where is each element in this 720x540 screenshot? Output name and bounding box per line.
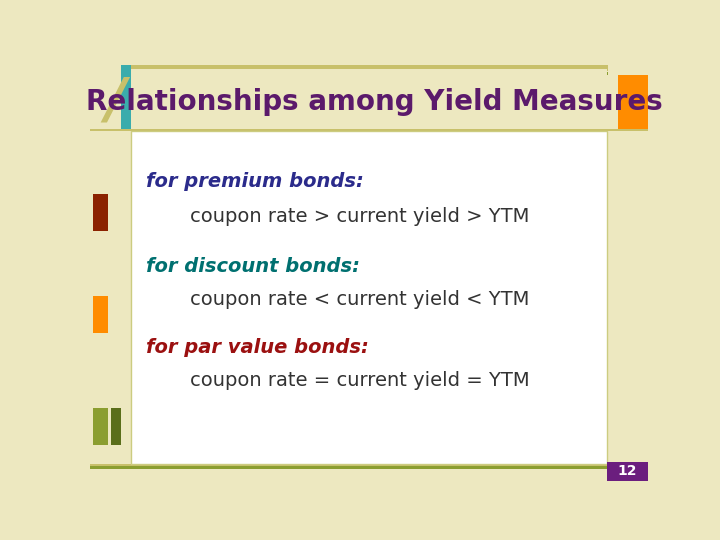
Text: /: /: [105, 75, 125, 129]
Bar: [94, 295, 108, 333]
Bar: [94, 194, 108, 231]
Bar: [94, 408, 108, 445]
Bar: [131, 131, 607, 464]
Bar: [131, 69, 607, 129]
Bar: [608, 65, 618, 481]
Text: for premium bonds:: for premium bonds:: [145, 172, 364, 191]
Bar: [618, 65, 648, 481]
Bar: [90, 129, 648, 131]
Bar: [111, 65, 121, 481]
Bar: [90, 464, 648, 467]
Bar: [90, 65, 111, 481]
Bar: [121, 65, 131, 481]
Text: coupon rate < current yield < YTM: coupon rate < current yield < YTM: [166, 290, 530, 309]
Text: coupon rate = current yield = YTM: coupon rate = current yield = YTM: [166, 372, 530, 390]
Text: 12: 12: [618, 464, 637, 478]
Bar: [90, 65, 648, 71]
Text: for par value bonds:: for par value bonds:: [145, 338, 369, 357]
Bar: [90, 467, 648, 469]
Bar: [121, 65, 131, 129]
Bar: [90, 72, 648, 75]
Bar: [607, 462, 648, 481]
Text: Relationships among Yield Measures: Relationships among Yield Measures: [86, 88, 663, 116]
Bar: [111, 408, 121, 445]
Text: for discount bonds:: for discount bonds:: [145, 257, 360, 276]
Text: coupon rate > current yield > YTM: coupon rate > current yield > YTM: [166, 207, 530, 226]
Bar: [618, 75, 648, 129]
